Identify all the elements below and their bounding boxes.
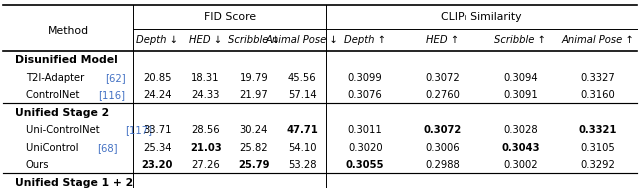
Text: 53.28: 53.28: [288, 160, 317, 170]
Text: 0.3072: 0.3072: [426, 73, 460, 83]
Text: 45.56: 45.56: [288, 73, 317, 83]
Text: CLIPᵢ Similarity: CLIPᵢ Similarity: [442, 12, 522, 22]
Text: 0.3292: 0.3292: [580, 160, 616, 170]
Text: FID Score: FID Score: [204, 12, 256, 22]
Text: 0.3011: 0.3011: [348, 125, 383, 135]
Text: 0.3076: 0.3076: [348, 90, 383, 100]
Text: 0.3105: 0.3105: [580, 143, 616, 153]
Text: 30.24: 30.24: [240, 125, 268, 135]
Text: [68]: [68]: [97, 143, 118, 153]
Text: 20.85: 20.85: [143, 73, 172, 83]
Text: 0.3091: 0.3091: [503, 90, 538, 100]
Text: 21.97: 21.97: [239, 90, 268, 100]
Text: Unified Stage 2: Unified Stage 2: [15, 108, 109, 118]
Text: 0.3094: 0.3094: [503, 73, 538, 83]
Text: 25.79: 25.79: [238, 160, 269, 170]
Text: 0.3072: 0.3072: [424, 125, 462, 135]
Text: 21.03: 21.03: [190, 143, 221, 153]
Text: 18.31: 18.31: [191, 73, 220, 83]
Text: 0.3002: 0.3002: [503, 160, 538, 170]
Text: 0.3160: 0.3160: [580, 90, 616, 100]
Text: T2I-Adapter: T2I-Adapter: [26, 73, 87, 83]
Text: 0.3028: 0.3028: [503, 125, 538, 135]
Text: Unified Stage 1 + 2: Unified Stage 1 + 2: [15, 178, 133, 188]
Text: 0.3020: 0.3020: [348, 143, 383, 153]
Text: 24.24: 24.24: [143, 90, 172, 100]
Text: 0.2988: 0.2988: [426, 160, 460, 170]
Text: 57.14: 57.14: [288, 90, 317, 100]
Text: 27.26: 27.26: [191, 160, 220, 170]
Text: HED ↑: HED ↑: [426, 35, 460, 45]
Text: 0.3099: 0.3099: [348, 73, 383, 83]
Text: 0.3055: 0.3055: [346, 160, 385, 170]
Text: Method: Method: [47, 27, 89, 36]
Text: Depth ↓: Depth ↓: [136, 35, 179, 45]
Text: [62]: [62]: [105, 73, 125, 83]
Text: Disunified Model: Disunified Model: [15, 55, 118, 65]
Text: Ours: Ours: [26, 160, 49, 170]
Text: UniControl: UniControl: [26, 143, 81, 153]
Text: Scribble ↓: Scribble ↓: [228, 35, 280, 45]
Text: ControlNet: ControlNet: [26, 90, 82, 100]
Text: 19.79: 19.79: [239, 73, 268, 83]
Text: Scribble ↑: Scribble ↑: [495, 35, 547, 45]
Text: 25.82: 25.82: [239, 143, 268, 153]
Text: Depth ↑: Depth ↑: [344, 35, 386, 45]
Text: 0.3043: 0.3043: [501, 143, 540, 153]
Text: [116]: [116]: [99, 90, 125, 100]
Text: 54.10: 54.10: [288, 143, 317, 153]
Text: 33.71: 33.71: [143, 125, 172, 135]
Text: HED ↓: HED ↓: [189, 35, 222, 45]
Text: Uni-ControlNet: Uni-ControlNet: [26, 125, 102, 135]
Text: 0.3006: 0.3006: [426, 143, 460, 153]
Text: 47.71: 47.71: [286, 125, 318, 135]
Text: Animal Pose ↑: Animal Pose ↑: [562, 35, 634, 45]
Text: 0.2760: 0.2760: [426, 90, 460, 100]
Text: 0.3321: 0.3321: [579, 125, 617, 135]
Text: 28.56: 28.56: [191, 125, 220, 135]
Text: 25.34: 25.34: [143, 143, 172, 153]
Text: Animal Pose ↓: Animal Pose ↓: [266, 35, 339, 45]
Text: 24.33: 24.33: [191, 90, 220, 100]
Text: [117]: [117]: [125, 125, 152, 135]
Text: 0.3327: 0.3327: [580, 73, 616, 83]
Text: 23.20: 23.20: [141, 160, 173, 170]
